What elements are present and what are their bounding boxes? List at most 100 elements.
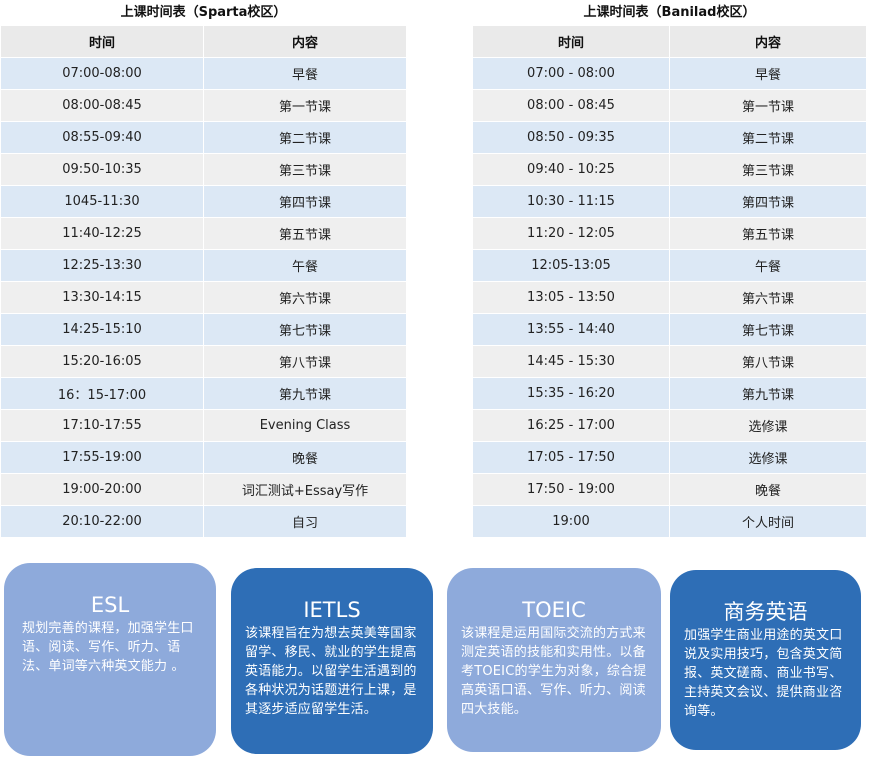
table-row: 14:45 - 15:30 第八节课 xyxy=(472,345,867,378)
time-cell: 07:00-08:00 xyxy=(0,57,204,90)
content-cell: 第三节课 xyxy=(203,153,407,186)
table-row: 09:40 - 10:25 第三节课 xyxy=(472,153,867,186)
content-cell: 词汇测试+Essay写作 xyxy=(203,473,407,506)
content-column-header: 内容 xyxy=(669,25,867,58)
banilad-schedule-title: 上课时间表（Banilad校区） xyxy=(583,5,756,20)
course-card-description: 该课程是运用国际交流的方式来测定英语的技能和实用性。以备考TOEIC的学生为对象… xyxy=(461,626,647,717)
table-row: 16：15-17:00 第九节课 xyxy=(0,377,407,410)
course-card-business-english: 商务英语 加强学生商业用途的英文口说及实用技巧，包含英文简报、英文磋商、商业书写… xyxy=(670,570,861,750)
time-cell: 10:30 - 11:15 xyxy=(472,185,670,218)
banilad-schedule: 上课时间表（Banilad校区） 时间 内容 07:00 - 08:00 早餐 08… xyxy=(472,0,867,538)
table-row: 13:55 - 14:40 第七节课 xyxy=(472,313,867,346)
table-row: 19:00 个人时间 xyxy=(472,505,867,538)
time-cell: 16:25 - 17:00 xyxy=(472,409,670,442)
table-row: 08:00 - 08:45 第一节课 xyxy=(472,89,867,122)
table-row: 17:50 - 19:00 晚餐 xyxy=(472,473,867,506)
table-row: 17:55-19:00 晚餐 xyxy=(0,441,407,474)
table-row: 17:05 - 17:50 选修课 xyxy=(472,441,867,474)
content-cell: 第二节课 xyxy=(203,121,407,154)
course-card-title: ESL xyxy=(90,593,130,617)
sparta-schedule: 上课时间表（Sparta校区） 时间 内容 07:00-08:00 早餐 08:00… xyxy=(0,0,407,538)
time-cell: 20:10-22:00 xyxy=(0,505,204,538)
table-row: 07:00-08:00 早餐 xyxy=(0,57,407,90)
time-cell: 13:05 - 13:50 xyxy=(472,281,670,314)
time-column-header: 时间 xyxy=(472,25,670,58)
time-cell: 14:25-15:10 xyxy=(0,313,204,346)
time-cell: 17:50 - 19:00 xyxy=(472,473,670,506)
time-cell: 11:40-12:25 xyxy=(0,217,204,250)
time-cell: 15:20-16:05 xyxy=(0,345,204,378)
content-cell: 第六节课 xyxy=(669,281,867,314)
time-cell: 17:10-17:55 xyxy=(0,409,204,442)
time-cell: 17:55-19:00 xyxy=(0,441,204,474)
time-cell: 19:00-20:00 xyxy=(0,473,204,506)
table-row: 17:10-17:55 Evening Class xyxy=(0,409,407,442)
content-cell: 晚餐 xyxy=(669,473,867,506)
content-cell: 第二节课 xyxy=(669,121,867,154)
table-row: 08:50 - 09:35 第二节课 xyxy=(472,121,867,154)
content-cell: 第三节课 xyxy=(669,153,867,186)
course-card-description: 规划完善的课程，加强学生口语、阅读、写作、听力、语法、单词等六种英文能力 。 xyxy=(22,621,194,674)
time-cell: 13:55 - 14:40 xyxy=(472,313,670,346)
table-row: 08:00-08:45 第一节课 xyxy=(0,89,407,122)
time-cell: 15:35 - 16:20 xyxy=(472,377,670,410)
time-cell: 17:05 - 17:50 xyxy=(472,441,670,474)
table-row: 20:10-22:00 自习 xyxy=(0,505,407,538)
content-cell: 自习 xyxy=(203,505,407,538)
table-row: 16:25 - 17:00 选修课 xyxy=(472,409,867,442)
table-row: 12:05-13:05 午餐 xyxy=(472,249,867,282)
time-cell: 11:20 - 12:05 xyxy=(472,217,670,250)
course-card-title: IETLS xyxy=(303,598,361,622)
table-header-row: 时间 内容 xyxy=(0,25,407,58)
time-cell: 08:00 - 08:45 xyxy=(472,89,670,122)
content-cell: 第六节课 xyxy=(203,281,407,314)
time-column-header: 时间 xyxy=(0,25,204,58)
content-cell: 第八节课 xyxy=(203,345,407,378)
content-cell: 个人时间 xyxy=(669,505,867,538)
banilad-schedule-body: 07:00 - 08:00 早餐 08:00 - 08:45 第一节课 08:50 - … xyxy=(472,57,867,538)
time-cell: 08:00-08:45 xyxy=(0,89,204,122)
content-cell: Evening Class xyxy=(203,409,407,442)
course-card-toeic: TOEIC 该课程是运用国际交流的方式来测定英语的技能和实用性。以备考TOEIC… xyxy=(447,568,661,752)
time-cell: 1045-11:30 xyxy=(0,185,204,218)
sparta-schedule-body: 07:00-08:00 早餐 08:00-08:45 第一节课 08:55-09:40 第… xyxy=(0,57,407,538)
table-row: 15:20-16:05 第八节课 xyxy=(0,345,407,378)
content-cell: 午餐 xyxy=(203,249,407,282)
content-cell: 午餐 xyxy=(669,249,867,282)
table-row: 14:25-15:10 第七节课 xyxy=(0,313,407,346)
content-cell: 早餐 xyxy=(669,57,867,90)
table-row: 1045-11:30 第四节课 xyxy=(0,185,407,218)
content-cell: 第九节课 xyxy=(669,377,867,410)
time-cell: 08:50 - 09:35 xyxy=(472,121,670,154)
table-header-row: 时间 内容 xyxy=(472,25,867,58)
time-cell: 12:05-13:05 xyxy=(472,249,670,282)
table-row: 13:30-14:15 第六节课 xyxy=(0,281,407,314)
table-row: 09:50-10:35 第三节课 xyxy=(0,153,407,186)
course-card-ietls: IETLS 该课程旨在为想去英美等国家留学、移民、就业的学生提高英语能力。以留学… xyxy=(231,568,433,754)
course-card-description: 该课程旨在为想去英美等国家留学、移民、就业的学生提高英语能力。以留学生活遇到的各… xyxy=(245,626,417,717)
content-cell: 第四节课 xyxy=(203,185,407,218)
content-cell: 第九节课 xyxy=(203,377,407,410)
content-cell: 第五节课 xyxy=(203,217,407,250)
banilad-schedule-table: 时间 内容 07:00 - 08:00 早餐 08:00 - 08:45 第一节课 08… xyxy=(472,25,867,538)
sparta-schedule-title: 上课时间表（Sparta校区） xyxy=(120,5,287,20)
sparta-schedule-table: 时间 内容 07:00-08:00 早餐 08:00-08:45 第一节课 08:55-… xyxy=(0,25,407,538)
content-cell: 第五节课 xyxy=(669,217,867,250)
table-row: 07:00 - 08:00 早餐 xyxy=(472,57,867,90)
content-cell: 第八节课 xyxy=(669,345,867,378)
table-row: 11:20 - 12:05 第五节课 xyxy=(472,217,867,250)
time-cell: 19:00 xyxy=(472,505,670,538)
table-row: 11:40-12:25 第五节课 xyxy=(0,217,407,250)
table-row: 15:35 - 16:20 第九节课 xyxy=(472,377,867,410)
table-row: 19:00-20:00 词汇测试+Essay写作 xyxy=(0,473,407,506)
content-column-header: 内容 xyxy=(203,25,407,58)
time-cell: 13:30-14:15 xyxy=(0,281,204,314)
content-cell: 晚餐 xyxy=(203,441,407,474)
time-cell: 08:55-09:40 xyxy=(0,121,204,154)
table-row: 08:55-09:40 第二节课 xyxy=(0,121,407,154)
course-card-description: 加强学生商业用途的英文口说及实用技巧，包含英文简报、英文磋商、商业书写、主持英文… xyxy=(684,628,843,719)
time-cell: 16：15-17:00 xyxy=(0,377,204,410)
content-cell: 第一节课 xyxy=(203,89,407,122)
content-cell: 早餐 xyxy=(203,57,407,90)
time-cell: 09:40 - 10:25 xyxy=(472,153,670,186)
